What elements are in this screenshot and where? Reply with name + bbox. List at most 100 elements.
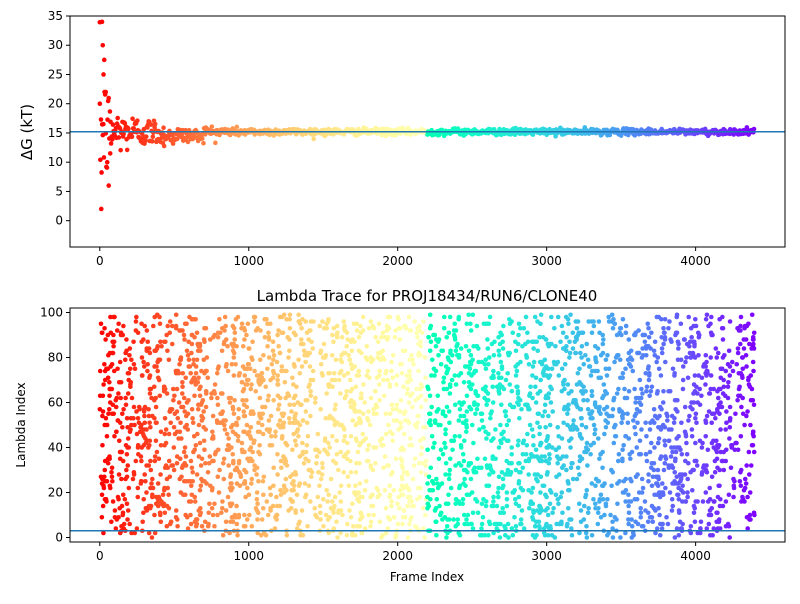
lambda-point <box>696 373 701 378</box>
lambda-point <box>640 346 645 351</box>
lambda-point <box>581 503 587 509</box>
lambda-point <box>692 388 698 394</box>
lambda-point <box>575 370 581 376</box>
lambda-point <box>462 476 467 482</box>
lambda-point <box>249 476 255 482</box>
lambda-point <box>500 339 505 345</box>
lambda-point <box>155 481 161 486</box>
lambda-point <box>109 465 115 471</box>
lambda-point <box>707 532 713 538</box>
lambda-point <box>477 427 482 432</box>
lambda-point <box>495 490 501 495</box>
lambda-point <box>610 519 615 525</box>
lambda-point <box>680 483 685 489</box>
lambda-point <box>133 458 139 464</box>
lambda-point <box>381 357 387 363</box>
lambda-point <box>275 393 281 399</box>
lambda-point <box>219 505 225 511</box>
lambda-point <box>193 364 199 369</box>
lambda-point <box>464 321 470 327</box>
lambda-point <box>679 420 684 426</box>
lambda-point <box>558 339 563 345</box>
lambda-point <box>486 361 491 367</box>
lambda-point <box>363 478 369 484</box>
lambda-point <box>149 476 155 482</box>
lambda-point <box>207 454 213 459</box>
lambda-point <box>660 521 665 527</box>
lambda-point <box>377 492 382 498</box>
lambda-point <box>447 456 453 462</box>
lambda-point <box>633 474 639 480</box>
lambda-point <box>453 348 459 354</box>
delta-g-point <box>121 131 126 137</box>
lambda-point <box>291 431 296 437</box>
lambda-point <box>517 460 522 466</box>
lambda-point <box>221 456 227 462</box>
lambda-point <box>716 442 722 448</box>
lambda-point <box>667 490 673 495</box>
lambda-point <box>180 379 185 385</box>
lambda-point <box>513 364 518 369</box>
lambda-point <box>216 490 222 495</box>
lambda-point <box>341 350 347 356</box>
lambda-point <box>686 418 691 423</box>
lambda-point <box>487 472 492 477</box>
lambda-point <box>746 449 752 455</box>
lambda-point <box>717 411 722 417</box>
lambda-point <box>735 350 741 356</box>
lambda-point <box>371 325 377 331</box>
lambda-point <box>330 384 335 390</box>
lambda-point <box>312 400 318 405</box>
lambda-point <box>226 436 231 441</box>
lambda-point <box>368 523 373 529</box>
delta-g-point <box>101 57 107 63</box>
delta-g-point <box>101 121 106 127</box>
lambda-point <box>174 517 180 522</box>
lambda-point <box>353 469 359 475</box>
lambda-point <box>211 458 216 464</box>
lambda-point <box>539 458 545 464</box>
y-tick-label: 80 <box>48 351 63 365</box>
lambda-point <box>98 321 104 327</box>
lambda-point <box>281 312 287 318</box>
lambda-point <box>415 325 420 331</box>
lambda-point <box>516 438 521 444</box>
lambda-point <box>443 445 448 450</box>
lambda-point <box>183 375 188 381</box>
lambda-point <box>425 481 430 486</box>
lambda-point <box>682 472 688 477</box>
lambda-point <box>321 341 327 347</box>
lambda-point <box>138 481 144 486</box>
lambda-point <box>344 343 350 349</box>
lambda-point <box>283 476 289 482</box>
lambda-point <box>473 411 478 417</box>
lambda-point <box>306 483 312 489</box>
lambda-point <box>242 373 248 378</box>
lambda-point <box>470 526 476 531</box>
lambda-point <box>289 487 295 493</box>
lambda-point <box>380 532 386 538</box>
lambda-point <box>637 377 643 383</box>
lambda-point <box>425 384 430 390</box>
lambda-point <box>632 424 637 430</box>
lambda-point <box>659 346 665 351</box>
lambda-point <box>476 465 481 471</box>
lambda-point <box>242 481 248 486</box>
lambda-point <box>103 415 109 421</box>
lambda-point <box>504 496 510 502</box>
lambda-point <box>751 368 756 374</box>
lambda-point <box>489 375 494 381</box>
lambda-point <box>268 377 273 383</box>
lambda-point <box>616 451 622 457</box>
lambda-point <box>421 526 426 531</box>
lambda-point <box>139 458 144 464</box>
lambda-point <box>612 359 617 365</box>
lambda-point <box>676 496 682 502</box>
lambda-point <box>246 458 252 464</box>
lambda-point <box>669 427 674 432</box>
lambda-point <box>294 526 300 531</box>
lambda-point <box>506 316 512 322</box>
lambda-point <box>271 352 277 358</box>
lambda-point <box>474 323 480 329</box>
lambda-point <box>297 519 302 525</box>
